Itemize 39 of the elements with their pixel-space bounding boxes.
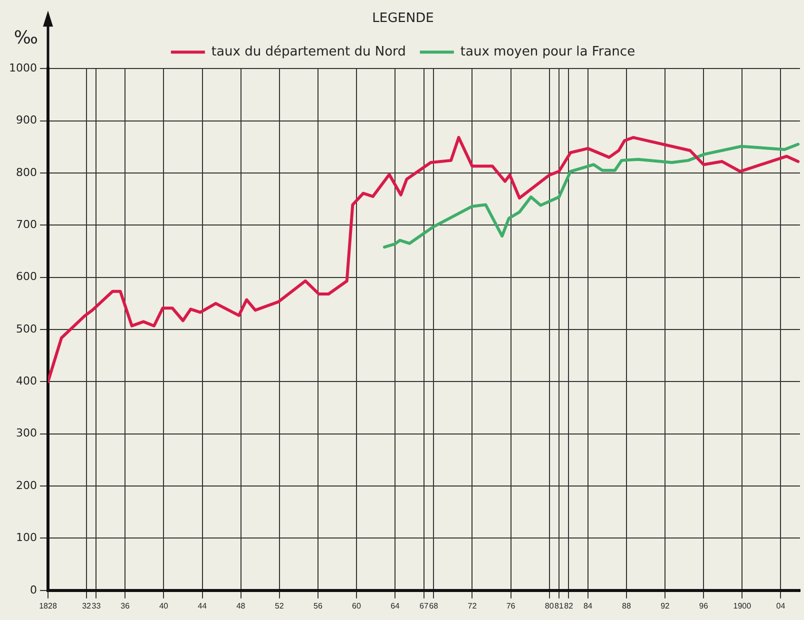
x-tick-label: 72: [468, 601, 478, 610]
x-tick-label: 96: [699, 601, 709, 610]
x-tick-label: 92: [660, 601, 670, 610]
x-tick-label: 81: [554, 601, 564, 610]
y-tick-label: 100: [16, 531, 37, 544]
y-tick-label: 600: [16, 270, 37, 284]
x-tick-label: 33: [92, 601, 102, 610]
y-tick-label: 500: [16, 322, 37, 336]
legend-label: taux moyen pour la France: [460, 44, 636, 60]
legend-label: taux du département du Nord: [211, 44, 406, 60]
x-tick-label: 64: [390, 601, 400, 610]
y-tick-label: 300: [16, 426, 37, 440]
y-tick-label: 800: [16, 166, 37, 179]
x-tick-label: 40: [159, 601, 169, 610]
y-tick-label: 200: [16, 478, 37, 492]
x-tick-label: 80: [544, 601, 554, 610]
x-tick-label: 52: [274, 601, 284, 610]
x-tick-label: 48: [236, 601, 246, 610]
y-tick-label: 900: [16, 114, 37, 127]
x-tick-label: 1828: [39, 601, 58, 610]
x-tick-label: 04: [776, 601, 786, 610]
x-tick-label: 56: [313, 601, 323, 610]
y-tick-label: 400: [16, 374, 37, 388]
y-axis-title: ‰: [14, 27, 38, 48]
y-tick-label: 1000: [8, 61, 37, 74]
x-tick-label: 44: [198, 601, 208, 610]
x-tick-label: 1900: [733, 601, 752, 610]
x-tick-label: 67: [420, 601, 429, 610]
x-tick-label: 36: [120, 601, 130, 610]
x-tick-label: 88: [622, 601, 632, 610]
x-tick-label: 60: [352, 601, 362, 610]
x-tick-label: 32: [82, 601, 92, 610]
y-tick-label: 0: [30, 583, 37, 596]
x-tick-label: 82: [564, 601, 574, 610]
x-tick-label: 76: [506, 601, 516, 610]
y-tick-label: 700: [16, 218, 37, 231]
x-tick-label: 84: [583, 601, 593, 610]
x-tick-label: 68: [429, 601, 439, 610]
legend-title: LEGENDE: [372, 10, 434, 26]
